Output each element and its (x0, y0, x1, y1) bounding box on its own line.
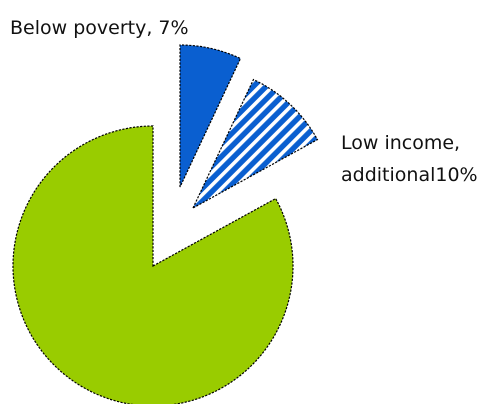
slice-label-low-income-line1: Low income, (341, 132, 460, 154)
slice-label-low-income-line2: additional10% (341, 164, 478, 186)
pie-slice-below-poverty (179, 44, 242, 188)
pie-slice-low-income (191, 78, 319, 210)
pie-slice-other (12, 125, 294, 404)
pie-slices (12, 44, 319, 404)
slice-label-below-poverty: Below poverty, 7% (10, 17, 189, 39)
